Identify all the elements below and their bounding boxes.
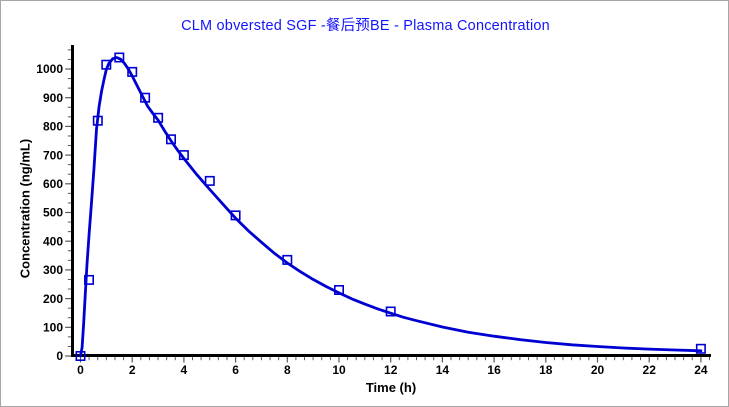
x-tick-label: 24 — [694, 363, 708, 377]
fitted-curve — [79, 56, 703, 358]
x-tick-label: 16 — [487, 363, 501, 377]
data-point-marker — [75, 350, 86, 361]
data-point-marker — [114, 52, 125, 63]
y-tick-label: 1000 — [36, 62, 63, 76]
data-point-marker — [92, 115, 103, 126]
x-tick-label: 12 — [384, 363, 398, 377]
y-tick-label: 100 — [43, 321, 63, 335]
y-tick-label: 500 — [43, 206, 63, 220]
x-tick-label: 4 — [181, 363, 188, 377]
data-point-marker — [166, 134, 177, 145]
x-tick-label: 14 — [436, 363, 450, 377]
y-tick-label: 400 — [43, 234, 63, 248]
y-tick-label: 800 — [43, 120, 63, 134]
data-point-marker — [140, 92, 151, 103]
x-axis-line — [71, 354, 711, 357]
x-tick-label: 10 — [332, 363, 346, 377]
y-tick-label: 200 — [43, 292, 63, 306]
data-point-marker — [695, 343, 706, 354]
y-tick-label: 300 — [43, 263, 63, 277]
y-axis-line — [71, 45, 74, 357]
data-point-marker — [84, 274, 95, 285]
x-tick-label: 0 — [77, 363, 84, 377]
x-tick-label: 8 — [284, 363, 291, 377]
y-axis-title: Concentration (ng/mL) — [17, 138, 33, 279]
data-point-marker — [153, 112, 164, 123]
y-tick-label: 0 — [56, 349, 63, 363]
y-tick-label: 600 — [43, 177, 63, 191]
data-point-marker — [333, 284, 344, 295]
data-point-marker — [101, 59, 112, 70]
data-point-marker — [385, 306, 396, 317]
y-tick-label: 900 — [43, 91, 63, 105]
chart-title: CLM obversted SGF -餐后预BE - Plasma Concen… — [181, 18, 550, 34]
x-tick-label: 22 — [643, 363, 657, 377]
y-tick-label: 700 — [43, 148, 63, 162]
data-point-marker — [204, 175, 215, 186]
x-tick-label: 20 — [591, 363, 605, 377]
data-point-marker — [230, 210, 241, 221]
x-tick-label: 2 — [129, 363, 136, 377]
data-point-marker — [178, 150, 189, 161]
x-axis-title: Time (h) — [365, 380, 417, 395]
data-point-marker — [127, 66, 138, 77]
x-tick-label: 18 — [539, 363, 553, 377]
data-point-marker — [282, 254, 293, 265]
x-tick-label: 6 — [232, 363, 239, 377]
